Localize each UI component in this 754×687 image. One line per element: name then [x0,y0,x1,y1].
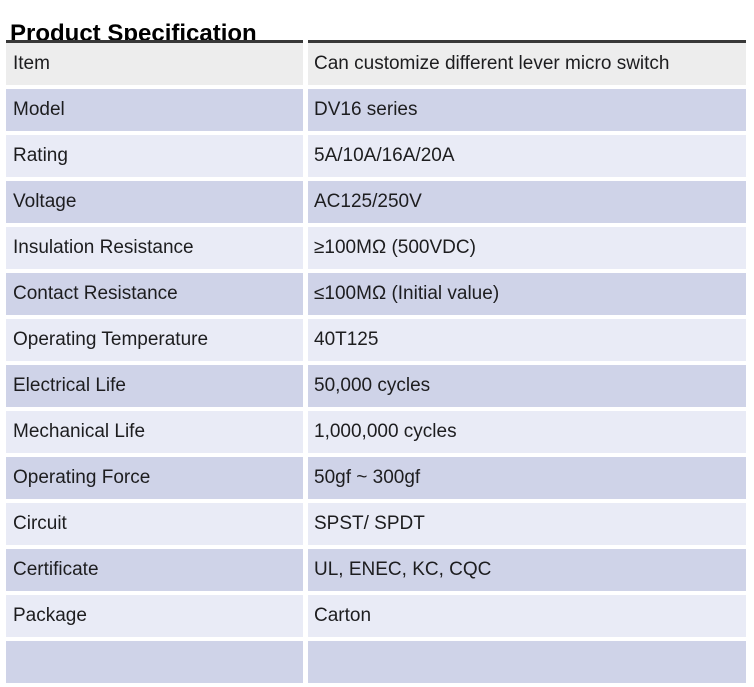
spec-item-cell: Voltage [6,181,303,223]
spec-value-cell: Carton [308,595,746,637]
spec-item-cell: Electrical Life [6,365,303,407]
table-row: Mechanical Life 1,000,000 cycles [6,411,746,453]
spec-item-cell [6,641,303,683]
spec-value-cell: 40T125 [308,319,746,361]
spec-value-cell: ≤100MΩ (Initial value) [308,273,746,315]
table-row: Certificate UL, ENEC, KC, CQC [6,549,746,591]
table-row: Operating Temperature 40T125 [6,319,746,361]
spec-item-cell: Rating [6,135,303,177]
table-row: Contact Resistance ≤100MΩ (Initial value) [6,273,746,315]
table-top-border-right [308,40,746,43]
table-row: Rating 5A/10A/16A/20A [6,135,746,177]
spec-table: Item Can customize different lever micro … [6,40,746,687]
spec-item-cell: Package [6,595,303,637]
table-top-border-left [6,40,303,43]
spec-item-cell: Circuit [6,503,303,545]
spec-item-cell: Operating Force [6,457,303,499]
spec-item-cell: Model [6,89,303,131]
table-row-partial [6,641,746,683]
spec-value-cell: UL, ENEC, KC, CQC [308,549,746,591]
spec-value-cell [308,641,746,683]
table-row: Item Can customize different lever micro … [6,43,746,85]
spec-value-cell: AC125/250V [308,181,746,223]
spec-value-cell: Can customize different lever micro swit… [308,43,746,85]
page: { "title": "Product Specification", "col… [6,20,746,683]
spec-value-cell: 50,000 cycles [308,365,746,407]
spec-value-cell: ≥100MΩ (500VDC) [308,227,746,269]
table-row: Insulation Resistance ≥100MΩ (500VDC) [6,227,746,269]
spec-item-cell: Mechanical Life [6,411,303,453]
spec-item-cell: Contact Resistance [6,273,303,315]
table-row: Voltage AC125/250V [6,181,746,223]
table-row: Electrical Life 50,000 cycles [6,365,746,407]
table-row: Operating Force 50gf ~ 300gf [6,457,746,499]
spec-item-cell: Certificate [6,549,303,591]
spec-value-cell: SPST/ SPDT [308,503,746,545]
spec-value-cell: 1,000,000 cycles [308,411,746,453]
spec-item-cell: Insulation Resistance [6,227,303,269]
spec-item-cell: Operating Temperature [6,319,303,361]
spec-item-cell: Item [6,43,303,85]
spec-value-cell: 5A/10A/16A/20A [308,135,746,177]
table-row: Package Carton [6,595,746,637]
spec-value-cell: 50gf ~ 300gf [308,457,746,499]
table-row: Model DV16 series [6,89,746,131]
table-row: Circuit SPST/ SPDT [6,503,746,545]
spec-value-cell: DV16 series [308,89,746,131]
